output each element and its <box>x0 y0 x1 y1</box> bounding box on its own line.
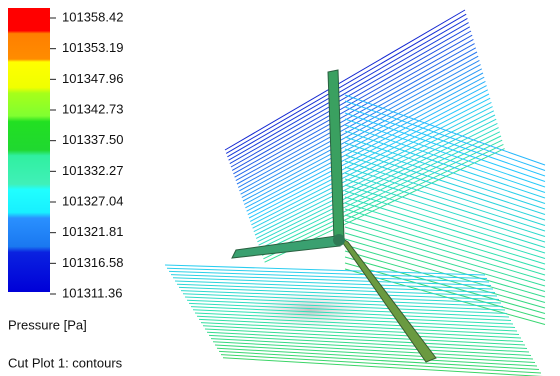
streamline <box>207 332 527 348</box>
hub <box>333 234 345 246</box>
flow-render <box>165 10 545 376</box>
legend-label: 101353.19 <box>62 40 123 55</box>
legend: 101358.42 101353.19 101347.96 101342.73 1013… <box>50 9 123 300</box>
quantity-label: Pressure [Pa] <box>8 317 87 332</box>
streamline <box>229 23 469 161</box>
legend-label: 101358.42 <box>62 9 123 24</box>
streamline <box>345 209 545 270</box>
legend-label: 101337.50 <box>62 132 123 147</box>
legend-label: 101311.36 <box>62 285 123 300</box>
streamline <box>250 98 490 221</box>
streamline <box>205 329 525 345</box>
streamline <box>345 191 545 253</box>
color-bar <box>8 8 50 292</box>
blade <box>232 236 340 258</box>
legend-label: 101327.04 <box>62 193 123 208</box>
streamline <box>345 215 545 275</box>
streamline <box>345 95 545 165</box>
legend-label: 101321.81 <box>62 224 123 239</box>
streamline <box>345 203 545 264</box>
streamline <box>253 107 493 229</box>
streamline <box>345 197 545 259</box>
plot-name: Cut Plot 1: contours <box>8 355 123 370</box>
legend-label: 101316.58 <box>62 255 123 270</box>
screenshot: 101358.42 101353.19 101347.96 101342.73 1013… <box>0 0 560 376</box>
streamline <box>345 101 545 171</box>
legend-label: 101342.73 <box>62 101 123 116</box>
legend-label: 101332.27 <box>62 163 123 178</box>
streamline <box>203 326 523 342</box>
legend-label: 101347.96 <box>62 71 123 86</box>
streamline <box>237 52 477 184</box>
